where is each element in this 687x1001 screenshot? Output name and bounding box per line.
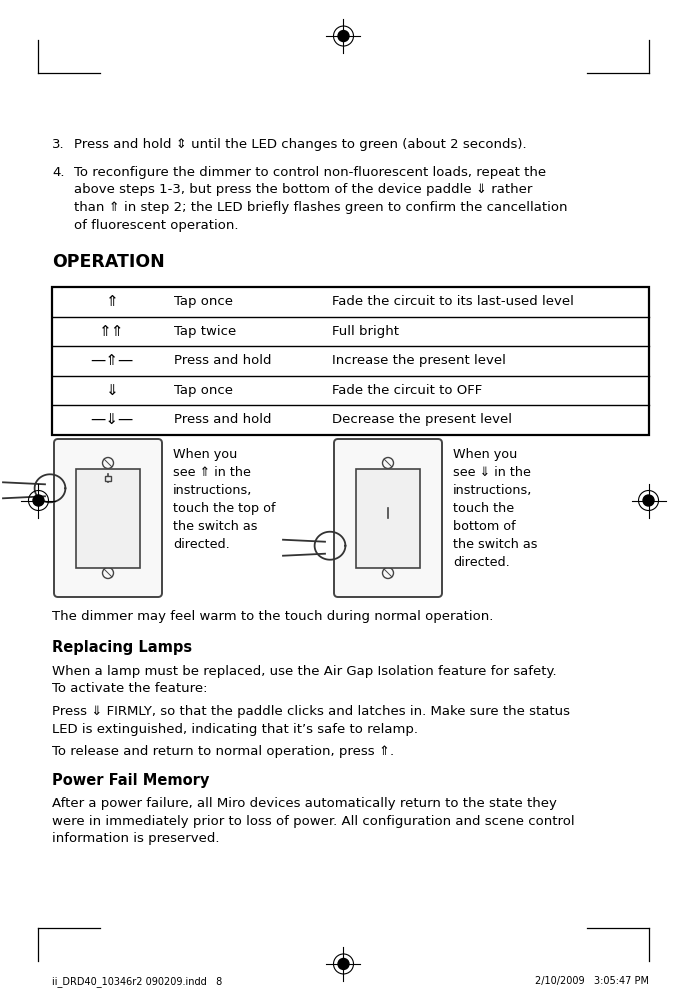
Text: Decrease the present level: Decrease the present level [332,413,512,426]
Bar [356,468,420,568]
Text: 3.: 3. [52,138,65,151]
Text: When a lamp must be replaced, use the Air Gap Isolation feature for safety.
To a: When a lamp must be replaced, use the Ai… [52,665,556,696]
Text: Replacing Lamps: Replacing Lamps [52,640,192,655]
Bar [52,287,649,434]
Text: —⇑—: —⇑— [91,353,134,368]
Text: ⇑⇑: ⇑⇑ [99,323,125,338]
Text: Tap once: Tap once [174,295,233,308]
Text: Press and hold: Press and hold [174,354,271,367]
Text: When you
see ⇑ in the
instructions,
touch the top of
the switch as
directed.: When you see ⇑ in the instructions, touc… [173,448,275,551]
Text: ⇓: ⇓ [106,382,118,397]
Text: ⇑: ⇑ [106,294,118,309]
Text: Increase the present level: Increase the present level [332,354,506,367]
Text: To release and return to normal operation, press ⇑.: To release and return to normal operatio… [52,745,394,758]
Text: 2/10/2009   3:05:47 PM: 2/10/2009 3:05:47 PM [535,976,649,986]
Text: To reconfigure the dimmer to control non-fluorescent loads, repeat the
above ste: To reconfigure the dimmer to control non… [74,166,567,231]
Text: 4.: 4. [52,166,65,179]
Text: Power Fail Memory: Power Fail Memory [52,773,210,788]
Text: OPERATION: OPERATION [52,253,165,271]
Text: When you
see ⇓ in the
instructions,
touch the
bottom of
the switch as
directed.: When you see ⇓ in the instructions, touc… [453,448,537,569]
Text: Press and hold: Press and hold [174,413,271,426]
Text: Fade the circuit to OFF: Fade the circuit to OFF [332,383,482,396]
Text: After a power failure, all Miro devices automatically return to the state they
w: After a power failure, all Miro devices … [52,797,574,845]
Bar [105,475,111,480]
FancyBboxPatch shape [334,439,442,597]
Text: The dimmer may feel warm to the touch during normal operation.: The dimmer may feel warm to the touch du… [52,610,493,623]
Circle shape [33,495,44,506]
Text: Full bright: Full bright [332,324,399,337]
Text: Tap once: Tap once [174,383,233,396]
Text: Tap twice: Tap twice [174,324,236,337]
Text: ii_DRD40_10346r2 090209.indd   8: ii_DRD40_10346r2 090209.indd 8 [52,976,223,987]
Text: Press and hold ⇕ until the LED changes to green (about 2 seconds).: Press and hold ⇕ until the LED changes t… [74,138,527,151]
Text: —⇓—: —⇓— [91,412,134,427]
FancyBboxPatch shape [54,439,162,597]
Circle shape [338,31,349,41]
Circle shape [643,495,654,506]
Text: Press ⇓ FIRMLY, so that the paddle clicks and latches in. Make sure the status
L: Press ⇓ FIRMLY, so that the paddle click… [52,705,570,736]
Bar [76,468,140,568]
Circle shape [338,959,349,969]
Text: Fade the circuit to its last-used level: Fade the circuit to its last-used level [332,295,574,308]
